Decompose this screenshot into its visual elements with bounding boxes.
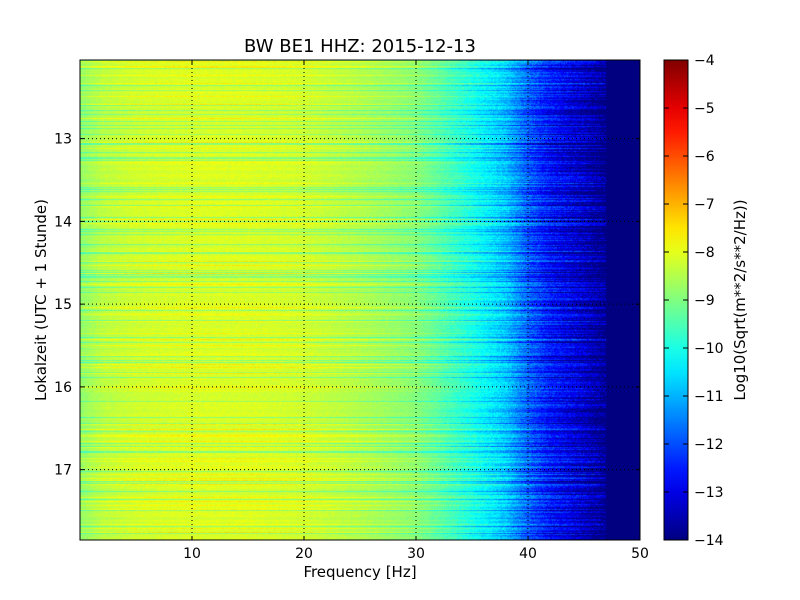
colorbar-tick-label: −14 bbox=[694, 533, 724, 549]
x-tick-label: 50 bbox=[631, 546, 649, 562]
colorbar-tick-label: −9 bbox=[694, 293, 715, 309]
colorbar-tick-label: −12 bbox=[694, 437, 724, 453]
y-tick-label: 16 bbox=[54, 380, 72, 396]
x-axis-label: Frequency [Hz] bbox=[303, 563, 416, 581]
colorbar-tick-label: −8 bbox=[694, 245, 715, 261]
colorbar-tick-label: −7 bbox=[694, 197, 715, 213]
colorbar-tick-label: −4 bbox=[694, 53, 715, 69]
x-tick-label: 10 bbox=[183, 546, 201, 562]
spectrogram-image bbox=[80, 60, 640, 540]
plot-frame bbox=[79, 59, 641, 541]
x-axis-ticks: 10 20 30 40 50 bbox=[183, 60, 649, 562]
y-tick-label: 17 bbox=[54, 463, 72, 479]
colorbar-tick-label: −5 bbox=[694, 101, 715, 117]
spectrogram-heatmap bbox=[80, 60, 640, 540]
colorbar-tick-label: −6 bbox=[694, 149, 715, 165]
grid-lines bbox=[80, 60, 640, 540]
colorbar-tick-label: −13 bbox=[694, 485, 724, 501]
y-axis-label: Lokalzeit (UTC + 1 Stunde) bbox=[32, 199, 50, 401]
colorbar-tick-label: −10 bbox=[694, 341, 724, 357]
colorbar-label: Log10(Sqrt(m**2/s**2/Hz)) bbox=[731, 199, 749, 400]
y-axis-ticks: 13 14 15 16 17 bbox=[54, 132, 640, 479]
colorbar-tick-label: −11 bbox=[694, 389, 724, 405]
chart-title: BW BE1 HHZ: 2015-12-13 bbox=[244, 36, 476, 57]
x-tick-label: 40 bbox=[519, 546, 537, 562]
y-tick-label: 13 bbox=[54, 132, 72, 148]
x-tick-label: 20 bbox=[295, 546, 313, 562]
y-tick-label: 14 bbox=[54, 214, 72, 230]
colorbar: −4 −5 −6 −7 −8 −9 −10 −11 −12 −13 −14 bbox=[663, 53, 724, 549]
x-tick-label: 30 bbox=[407, 546, 425, 562]
y-tick-label: 15 bbox=[54, 297, 72, 313]
